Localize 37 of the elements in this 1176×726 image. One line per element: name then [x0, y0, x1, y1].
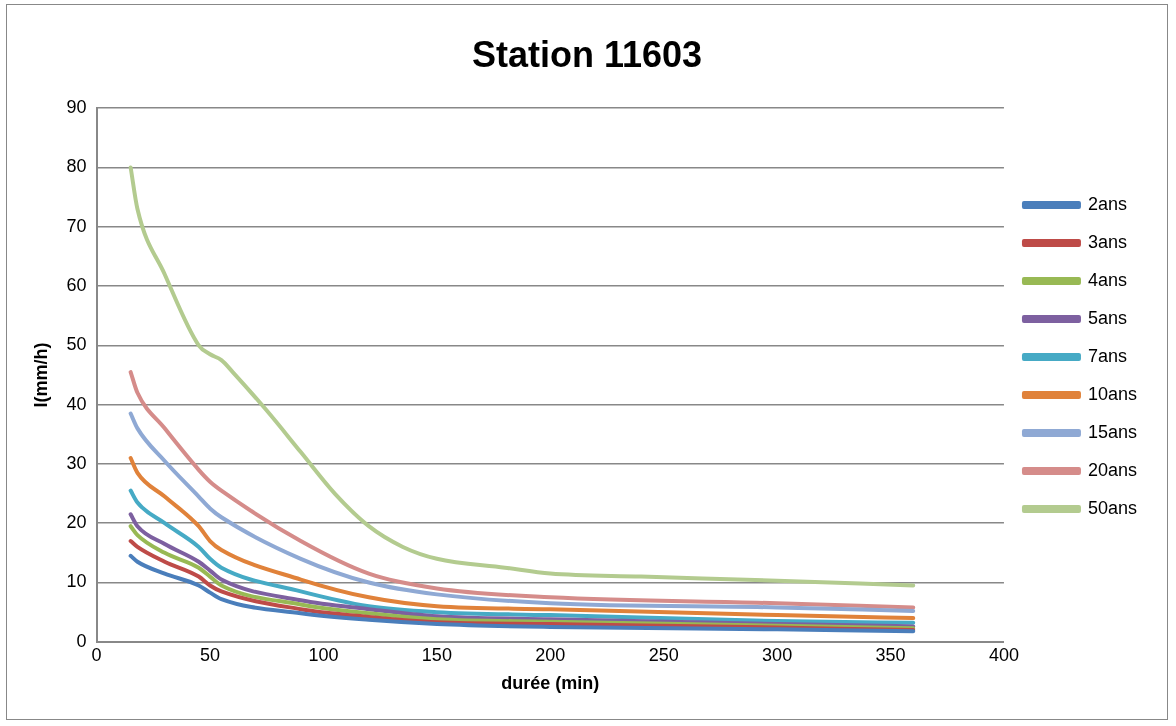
line-series	[128, 553, 916, 634]
x-tick-label: 250	[648, 644, 679, 665]
line-series	[128, 411, 916, 613]
legend-label: 5ans	[1087, 307, 1127, 328]
legend-label: 15ans	[1087, 421, 1137, 442]
y-tick-label: 70	[66, 215, 87, 236]
x-axis-title: durée (min)	[501, 673, 600, 694]
y-tick-label: 60	[66, 275, 87, 296]
x-tick-label: 300	[762, 644, 793, 665]
x-tick-label: 0	[91, 644, 102, 665]
y-tick-label: 10	[66, 571, 87, 592]
y-tick-label: 30	[66, 452, 87, 473]
y-tick-label: 80	[66, 156, 87, 177]
line-series	[128, 488, 916, 625]
chart-title: Station 11603	[471, 33, 703, 75]
y-tick-label: 50	[66, 334, 87, 355]
legend-label: 4ans	[1087, 269, 1127, 290]
legend-label: 2ans	[1087, 193, 1127, 214]
legend-label: 10ans	[1087, 383, 1137, 404]
x-tick-label: 100	[308, 644, 339, 665]
y-tick-label: 40	[66, 393, 87, 414]
x-tick-label: 150	[421, 644, 452, 665]
x-tick-label: 50	[200, 644, 221, 665]
x-tick-label: 400	[988, 644, 1019, 665]
legend-label: 3ans	[1087, 231, 1127, 252]
line-series	[128, 165, 916, 588]
x-tick-label: 350	[875, 644, 906, 665]
y-tick-label: 20	[66, 512, 87, 533]
legend-label: 20ans	[1087, 459, 1137, 480]
line-series	[128, 370, 916, 610]
y-tick-label: 0	[76, 630, 87, 651]
line-series	[128, 456, 916, 621]
legend-label: 50ans	[1087, 497, 1137, 518]
y-axis-title: I(mm/h)	[30, 342, 51, 408]
x-tick-label: 200	[535, 644, 566, 665]
y-tick-label: 90	[66, 97, 87, 118]
legend-label: 7ans	[1087, 345, 1127, 366]
